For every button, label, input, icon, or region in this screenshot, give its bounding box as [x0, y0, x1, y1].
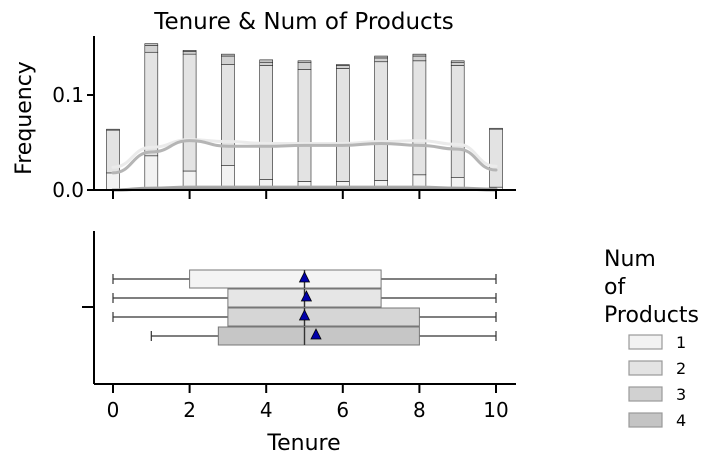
kde-line-products-2	[111, 139, 498, 175]
hist-bar-tenure-4-products-3	[259, 62, 274, 66]
hist-bar-tenure-7-products-4	[374, 55, 388, 59]
legend-entries: 1 2 3 4	[628, 333, 686, 430]
hist-bar-tenure-1-products-2	[144, 51, 159, 157]
histogram-axes: 0.0 0.1	[52, 36, 516, 202]
x-tick-label-2: 2	[183, 398, 196, 422]
y-axis-label: Frequency	[12, 61, 37, 175]
hist-bar-tenure-10-products-4	[489, 127, 503, 130]
hist-bar-tenure-0-products-1	[106, 172, 120, 191]
hist-bar-tenure-6-products-4	[335, 64, 350, 66]
histogram-bars	[106, 43, 503, 191]
mean-marker-products-3	[298, 309, 311, 321]
hist-bar-tenure-8-products-3	[412, 55, 427, 62]
hist-bar-tenure-6-products-3	[335, 65, 350, 69]
legend-swatch-2	[628, 360, 663, 376]
box-products-3	[227, 307, 420, 327]
legend-title-line-3: Products	[604, 303, 699, 328]
hist-bar-tenure-7-products-2	[374, 61, 388, 181]
hist-bar-tenure-9-products-4	[450, 60, 465, 63]
hist-bar-tenure-1-products-1	[144, 155, 159, 191]
hist-bar-tenure-5-products-4	[297, 60, 312, 63]
x-tick-label-0: 0	[107, 398, 120, 422]
mean-marker-products-4	[310, 328, 322, 340]
x-axis-label: Tenure	[266, 431, 340, 456]
hist-bar-tenure-8-products-4	[412, 53, 427, 57]
hist-bar-tenure-2-products-3	[182, 50, 197, 55]
hist-bar-tenure-7-products-3	[374, 57, 388, 63]
hist-bar-tenure-2-products-2	[182, 53, 197, 172]
legend-title-line-2: of	[604, 275, 626, 300]
hist-bar-tenure-8-products-2	[412, 60, 427, 176]
legend-title-line-1: Num	[604, 247, 656, 272]
kde-line-products-1	[111, 138, 498, 169]
x-tick-label-8: 8	[413, 398, 426, 422]
box-products-1	[189, 269, 382, 289]
histogram-panel: 0.0 0.1	[52, 36, 516, 202]
hist-bar-tenure-5-products-2	[297, 69, 312, 182]
hist-bar-tenure-5-products-3	[297, 62, 312, 70]
hist-bar-tenure-4-products-2	[259, 65, 274, 180]
mean-marker-products-1	[298, 271, 311, 283]
x-tick-label-4: 4	[260, 398, 273, 422]
hist-bar-tenure-6-products-2	[335, 68, 350, 182]
hist-bar-tenure-4-products-4	[259, 59, 274, 63]
hist-bar-tenure-0-products-4	[106, 128, 120, 131]
boxplot-elements	[112, 269, 497, 346]
hist-bar-tenure-10-products-2	[489, 128, 503, 188]
mean-marker-products-2	[300, 290, 313, 302]
hist-bar-tenure-2-products-4	[182, 50, 197, 52]
hist-y-tick-label-0.0: 0.0	[52, 178, 84, 202]
legend-label-1: 1	[676, 333, 686, 352]
boxplot-axes: 0 2 4 6 8 10	[82, 231, 516, 422]
legend: Num of Products 1 2 3 4	[604, 247, 699, 430]
hist-bar-tenure-1-products-3	[144, 45, 159, 53]
chart-title: Tenure & Num of Products	[153, 9, 453, 35]
hist-bar-tenure-1-products-4	[144, 43, 159, 46]
hist-bar-tenure-3-products-2	[221, 64, 235, 166]
legend-label-2: 2	[676, 359, 686, 378]
hist-y-tick-label-0.1: 0.1	[52, 83, 84, 107]
x-tick-label-10: 10	[483, 398, 508, 422]
hist-bar-tenure-9-products-2	[450, 65, 465, 178]
hist-bar-tenure-9-products-3	[450, 62, 465, 66]
kde-line-products-3	[111, 185, 498, 192]
legend-swatch-1	[628, 334, 663, 350]
legend-label-3: 3	[676, 385, 686, 404]
legend-label-4: 4	[676, 411, 686, 430]
x-tick-label-6: 6	[336, 398, 349, 422]
legend-swatch-3	[628, 386, 663, 402]
legend-swatch-4	[628, 412, 663, 428]
hist-bar-tenure-3-products-4	[221, 53, 235, 57]
hist-bar-tenure-3-products-3	[221, 55, 235, 65]
boxplot-panel: 0 2 4 6 8 10	[82, 231, 516, 422]
